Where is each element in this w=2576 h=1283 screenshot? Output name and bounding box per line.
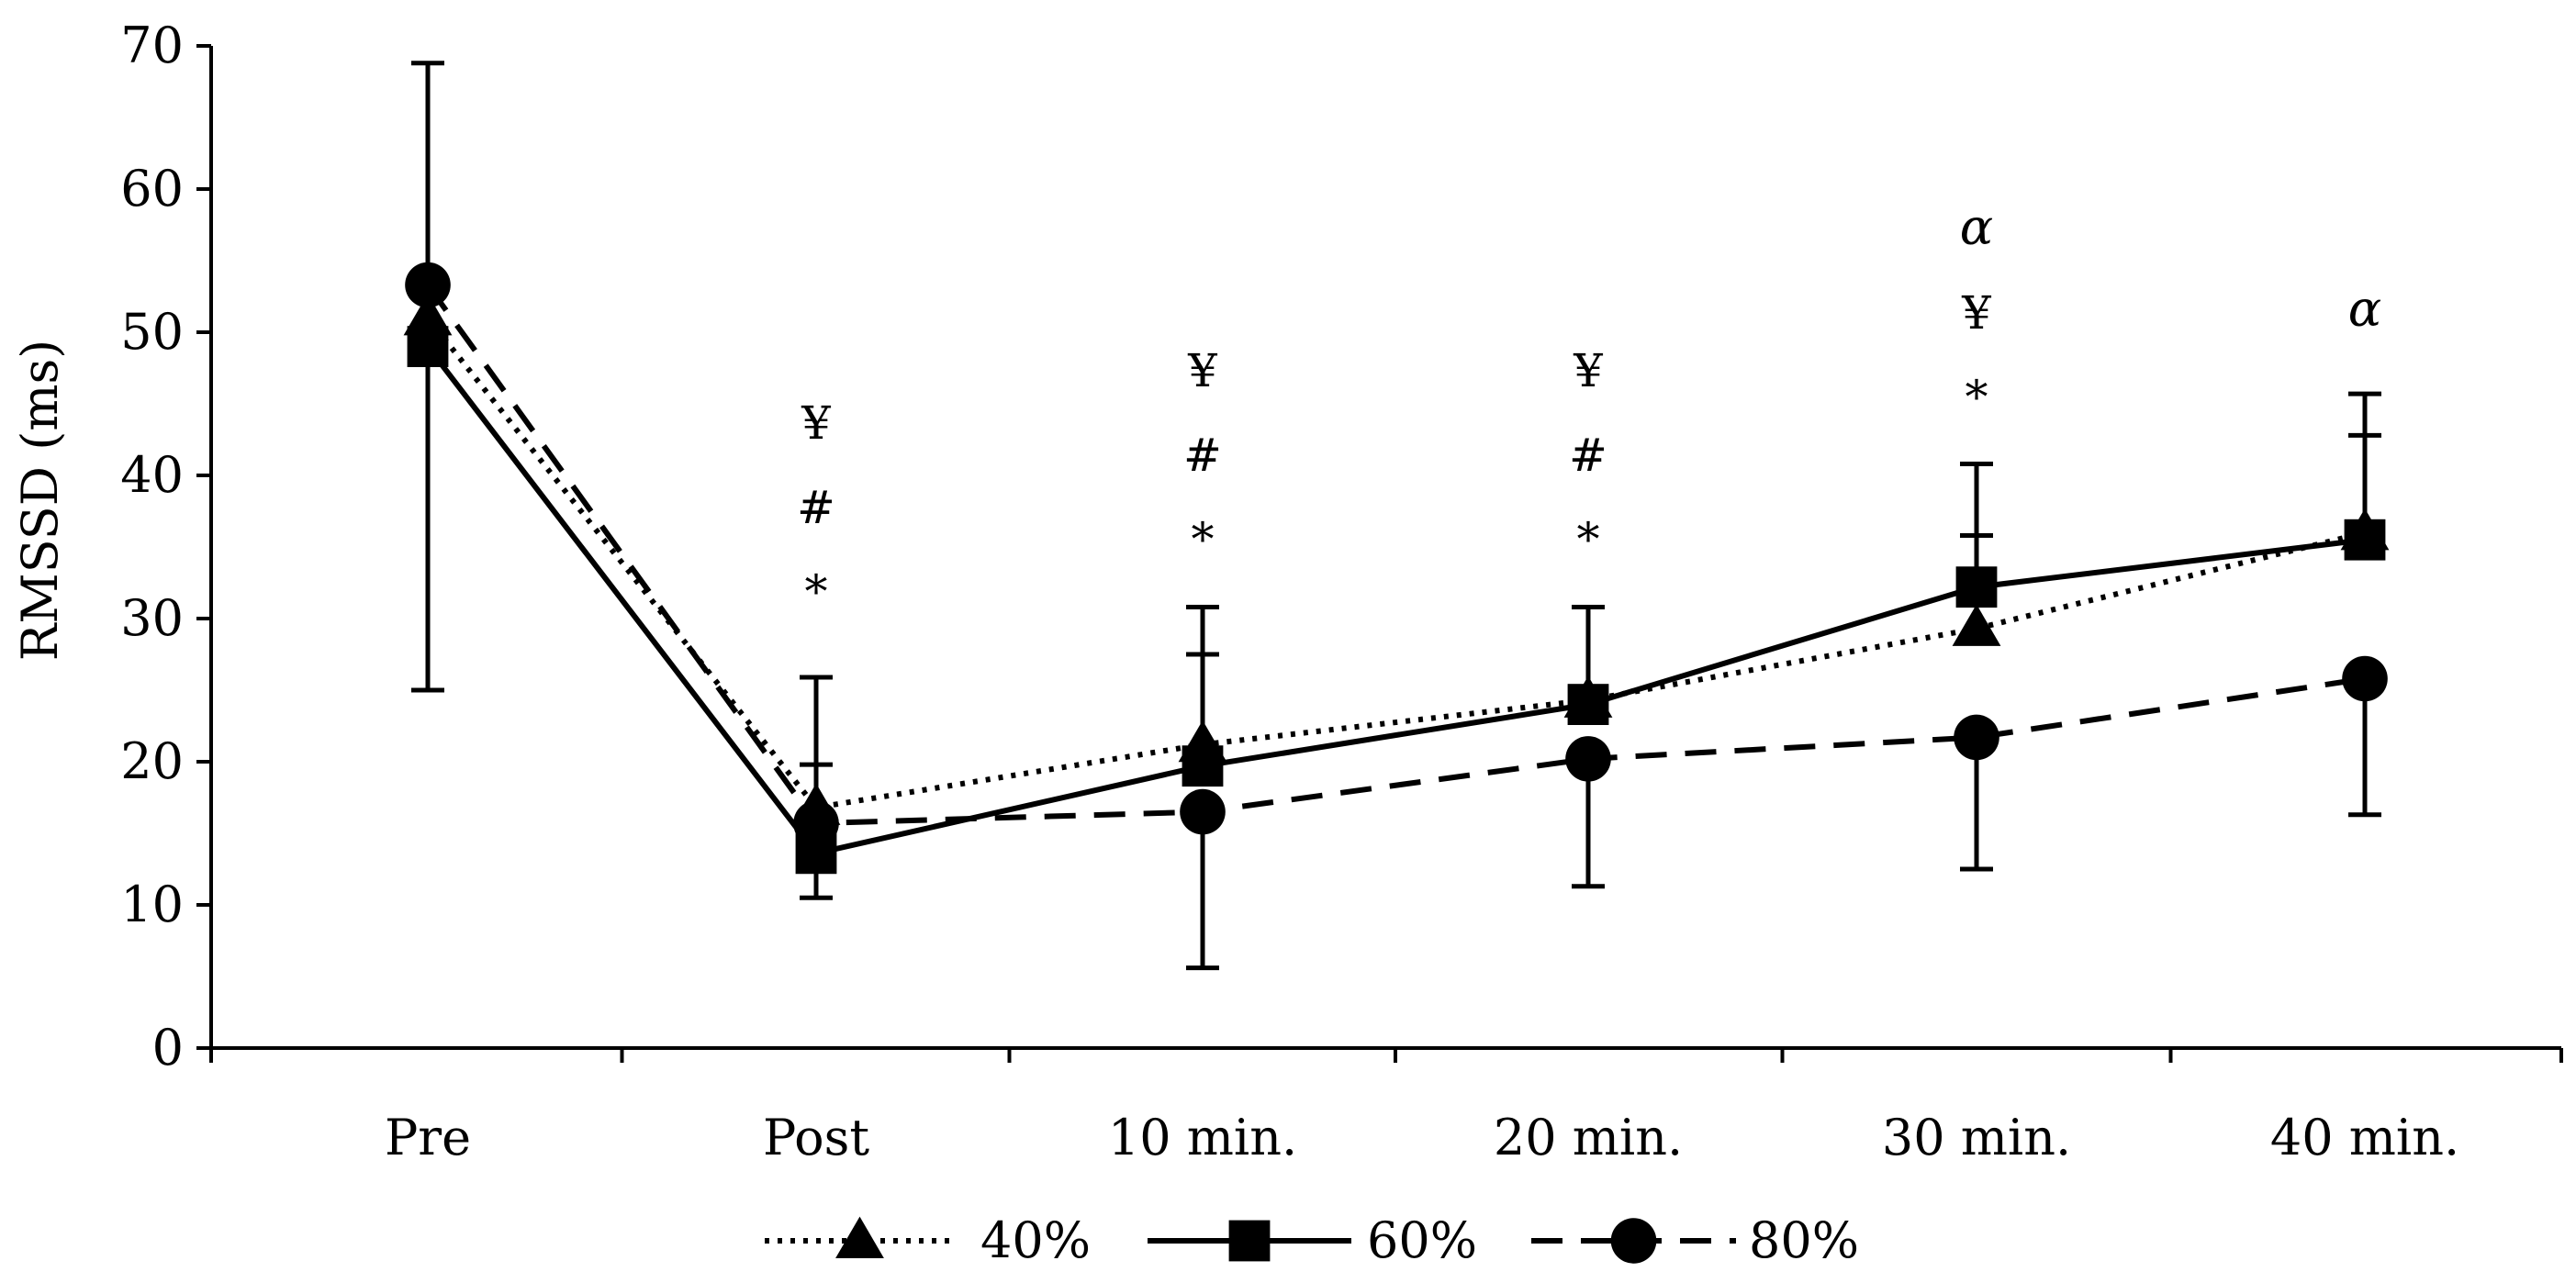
annotation-symbol: ¥ — [1573, 344, 1603, 397]
data-point-circle — [1180, 788, 1226, 835]
axes: 0 10 20 30 40 50 60 70 Pre Post 10 min. 20 min. 30 m… — [120, 17, 2563, 1166]
data-point-circle — [793, 800, 839, 846]
legend-label: 40% — [980, 1211, 1091, 1269]
legend: 40% 60% 80% — [765, 1211, 1859, 1269]
legend-marker-triangle — [835, 1216, 884, 1259]
annotation-symbol: α — [1960, 198, 1993, 256]
series-line-40pct — [425, 316, 2366, 810]
error-bars — [411, 61, 2381, 971]
data-point-square — [1182, 745, 1224, 787]
annotation-symbol: ¥ — [1187, 344, 1217, 397]
data-point-square — [1955, 566, 1998, 608]
series-markers — [403, 262, 2390, 875]
y-tick-label: 20 — [120, 732, 184, 790]
y-tick-label: 30 — [120, 589, 184, 647]
data-point-triangle — [1952, 604, 2001, 646]
data-point-circle — [405, 262, 451, 308]
y-tick-label: 60 — [120, 160, 184, 218]
data-point-square — [2344, 519, 2386, 561]
annotation-symbol: * — [805, 565, 828, 619]
data-point-circle — [2342, 655, 2388, 702]
legend-label: 80% — [1749, 1211, 1859, 1269]
y-tick-label: 70 — [120, 17, 184, 74]
annotation-symbol: ¥ — [1961, 286, 1991, 340]
y-tick-label: 40 — [120, 446, 184, 504]
data-point-circle — [1954, 714, 1999, 761]
x-tick-label: Pre — [385, 1109, 471, 1166]
annotation-symbol: ¥ — [801, 396, 831, 450]
y-tick-label: 50 — [120, 303, 184, 361]
series-lines — [425, 283, 2366, 856]
annotation-symbol: * — [1966, 371, 1988, 424]
data-point-square — [1567, 684, 1609, 725]
series-line-80pct — [425, 283, 2366, 827]
x-tick-label: 40 min. — [2270, 1109, 2459, 1166]
data-point-square — [407, 326, 449, 367]
y-tick-label: 0 — [152, 1019, 184, 1077]
annotation-symbol: # — [1183, 429, 1222, 482]
y-axis-title: RMSSD (ms) — [11, 340, 69, 662]
x-tick-label: 20 min. — [1494, 1109, 1683, 1166]
legend-label: 60% — [1367, 1211, 1477, 1269]
annotation-symbol: * — [1192, 513, 1215, 566]
legend-marker-square — [1228, 1220, 1271, 1262]
legend-marker-circle — [1610, 1218, 1657, 1264]
x-tick-label: Post — [763, 1109, 869, 1166]
annotation-symbol: * — [1577, 513, 1600, 566]
series-line-60pct — [425, 344, 2366, 856]
significance-annotations: ¥ # * ¥ # * ¥ # * α ¥ * α — [797, 198, 2381, 619]
annotation-symbol: # — [797, 481, 835, 534]
data-point-triangle — [403, 294, 453, 336]
data-point-circle — [1565, 736, 1611, 782]
annotation-symbol: α — [2348, 280, 2381, 338]
x-tick-label: 10 min. — [1108, 1109, 1297, 1166]
annotation-symbol: # — [1569, 429, 1607, 482]
x-tick-label: 30 min. — [1882, 1109, 2071, 1166]
y-tick-label: 10 — [120, 876, 184, 933]
